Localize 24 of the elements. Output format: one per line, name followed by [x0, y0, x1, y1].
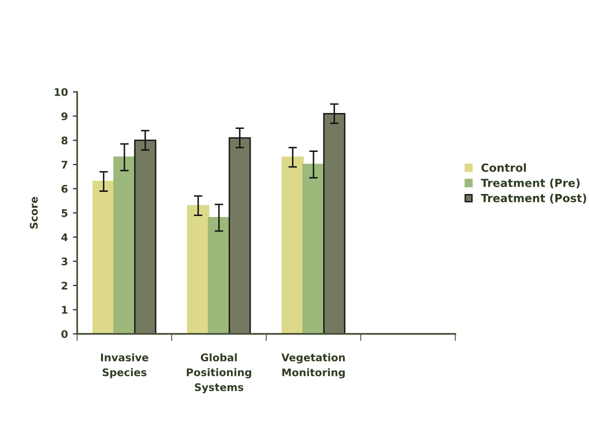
bar: [208, 217, 230, 334]
x-tick-label: Global Positioning Systems: [186, 353, 252, 394]
bar: [92, 180, 115, 334]
bar: [113, 156, 136, 334]
x-tick-label: Invasive Species: [101, 353, 148, 378]
y-tick-label: 2: [62, 282, 68, 290]
y-tick-label: 10: [54, 88, 68, 96]
y-tick-label: 8: [62, 136, 68, 144]
y-tick-label: 6: [62, 184, 68, 193]
y-tick-label: 0: [61, 330, 68, 338]
y-tick-label: 4: [61, 233, 68, 242]
y-tick-label: 5: [62, 209, 68, 218]
y-axis-title: Score: [30, 196, 38, 229]
bar: [302, 164, 325, 334]
bar: [187, 204, 210, 334]
legend-label: Treatment (Pre): [480, 178, 580, 188]
legend-label: Control: [481, 163, 526, 172]
x-tick-label: Vegetation Monitoring: [281, 353, 345, 378]
y-tick-label: 3: [62, 258, 68, 266]
bar: [282, 156, 304, 334]
y-tick-label: 9: [61, 112, 68, 120]
y-tick-label: 1: [62, 306, 68, 314]
legend-label: Treatment (Post): [480, 194, 586, 204]
y-tick-label: 7: [62, 160, 68, 168]
